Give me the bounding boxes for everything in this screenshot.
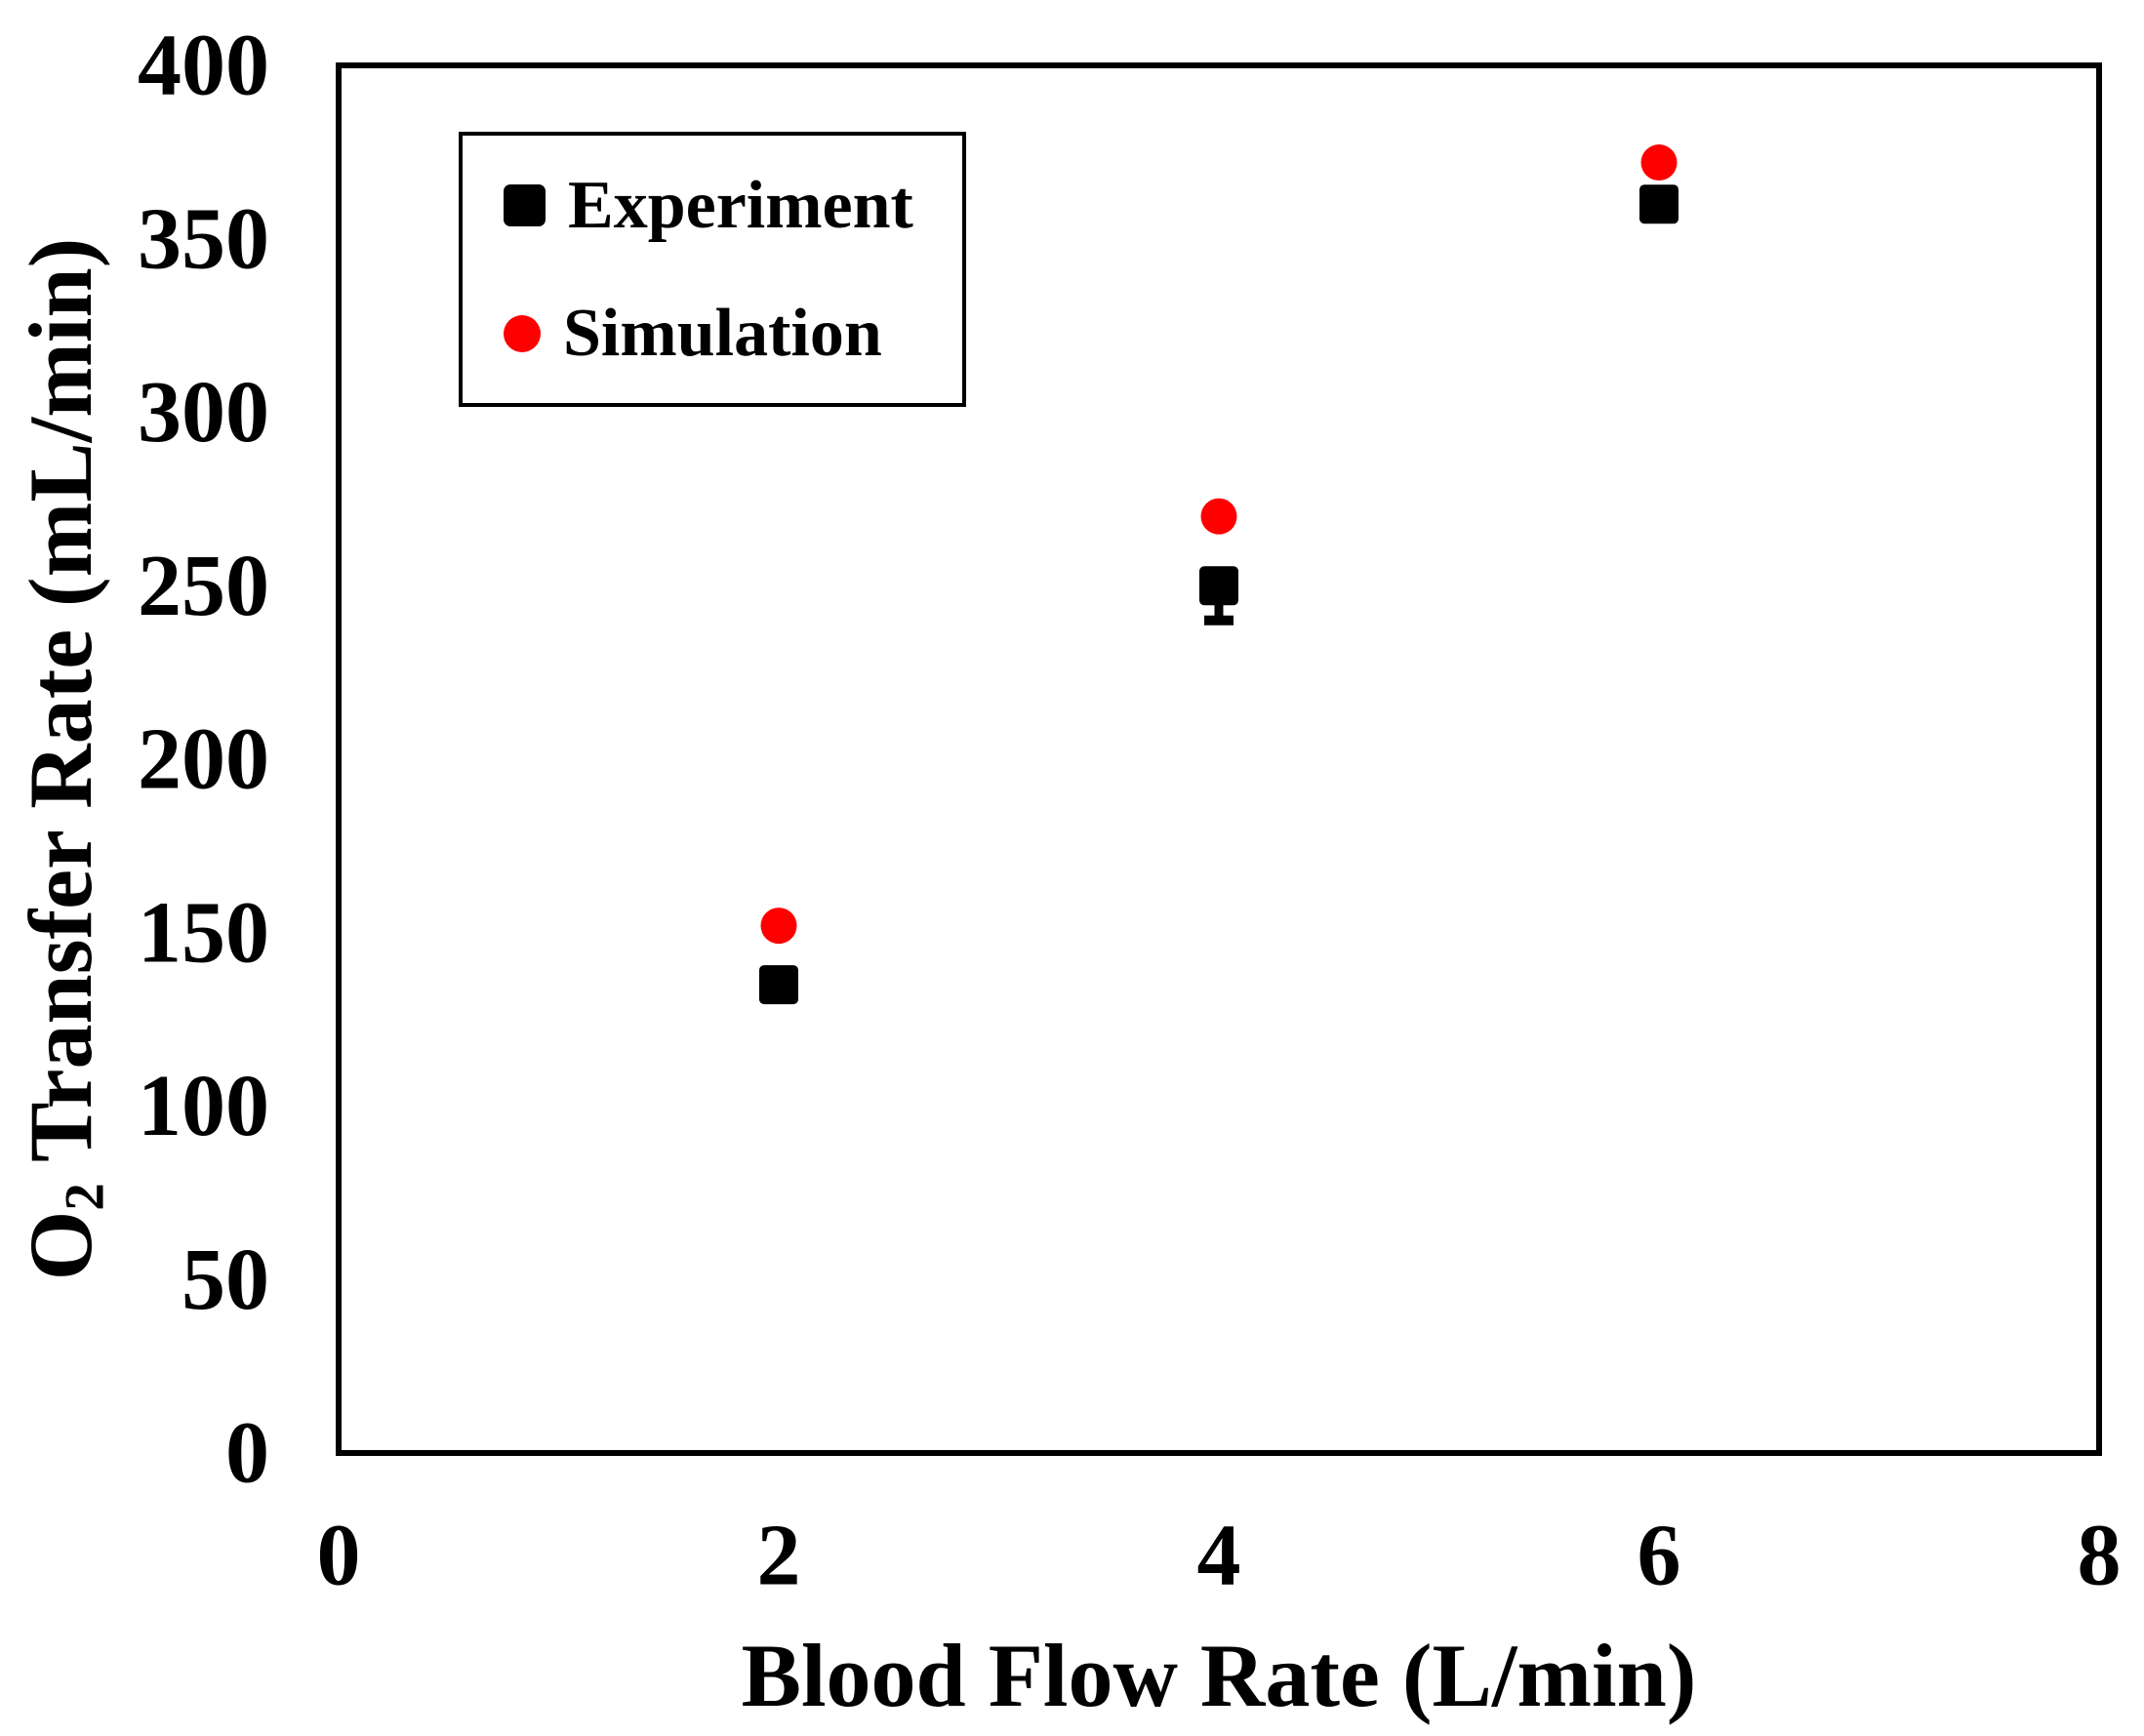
y-tick-label: 300 bbox=[138, 364, 269, 461]
x-tick-label: 4 bbox=[1197, 1508, 1241, 1604]
y-axis-title-prefix: O bbox=[11, 1210, 110, 1281]
data-point-simulation bbox=[1200, 498, 1237, 535]
simulation-circle-marker-icon bbox=[504, 314, 541, 352]
experiment-square-marker-icon bbox=[504, 184, 546, 226]
data-point-experiment bbox=[759, 965, 798, 1005]
legend-label-simulation: Simulation bbox=[563, 295, 882, 371]
legend: Experiment Simulation bbox=[459, 132, 966, 407]
legend-item-simulation: Simulation bbox=[504, 295, 962, 371]
legend-label-experiment: Experiment bbox=[568, 167, 913, 243]
x-tick-label: 6 bbox=[1638, 1508, 1681, 1604]
y-tick-label: 250 bbox=[138, 538, 269, 634]
x-tick-label: 8 bbox=[2078, 1508, 2122, 1604]
legend-item-experiment: Experiment bbox=[504, 167, 962, 243]
x-tick-label: 0 bbox=[317, 1508, 361, 1604]
x-tick-label: 2 bbox=[757, 1508, 801, 1604]
data-point-experiment bbox=[1639, 184, 1679, 224]
plot-border bbox=[336, 62, 2102, 1456]
y-tick-label: 350 bbox=[138, 190, 269, 287]
y-tick-label: 0 bbox=[225, 1405, 269, 1502]
y-axis-title-suffix: Transfer Rate (mL/min) bbox=[11, 237, 110, 1184]
x-axis-title: Blood Flow Rate (L/min) bbox=[741, 1626, 1697, 1725]
data-point-simulation bbox=[760, 908, 797, 945]
data-point-experiment bbox=[1199, 566, 1238, 606]
y-axis-title: O2 Transfer Rate (mL/min) bbox=[9, 237, 116, 1281]
y-tick-label: 50 bbox=[182, 1231, 269, 1328]
y-axis-title-subscript: 2 bbox=[54, 1183, 116, 1211]
y-tick-label: 200 bbox=[138, 711, 269, 808]
y-tick-label: 150 bbox=[138, 884, 269, 981]
data-point-simulation bbox=[1640, 144, 1678, 182]
y-tick-label: 400 bbox=[138, 18, 269, 114]
y-tick-label: 100 bbox=[138, 1058, 269, 1154]
